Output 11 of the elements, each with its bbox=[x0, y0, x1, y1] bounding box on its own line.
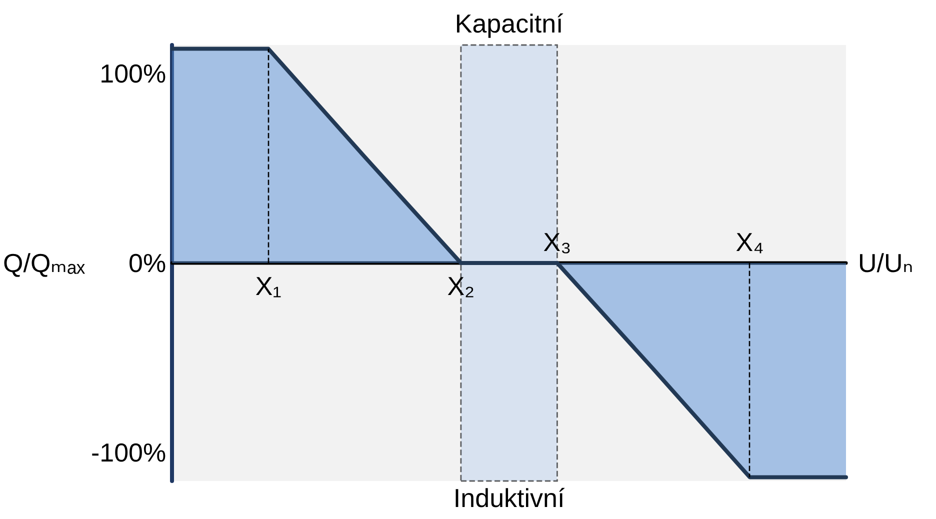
x-tick-label: X₄ bbox=[736, 227, 764, 257]
text: Induktivní bbox=[453, 483, 566, 513]
band-label: Kapacitní bbox=[454, 8, 564, 38]
x-tick-label: X₃ bbox=[543, 227, 572, 257]
x-tick-label: X₂ bbox=[447, 271, 475, 301]
y-axis-title: Q/Qₘₐₓ bbox=[2, 248, 86, 278]
x-tick-label: X₁ bbox=[255, 271, 282, 301]
y-tick-label: -100% bbox=[90, 438, 166, 468]
y-tick-label: 100% bbox=[100, 58, 166, 88]
x-axis-title: U/Uₙ bbox=[858, 248, 914, 278]
y-tick-label: 0% bbox=[128, 248, 166, 278]
